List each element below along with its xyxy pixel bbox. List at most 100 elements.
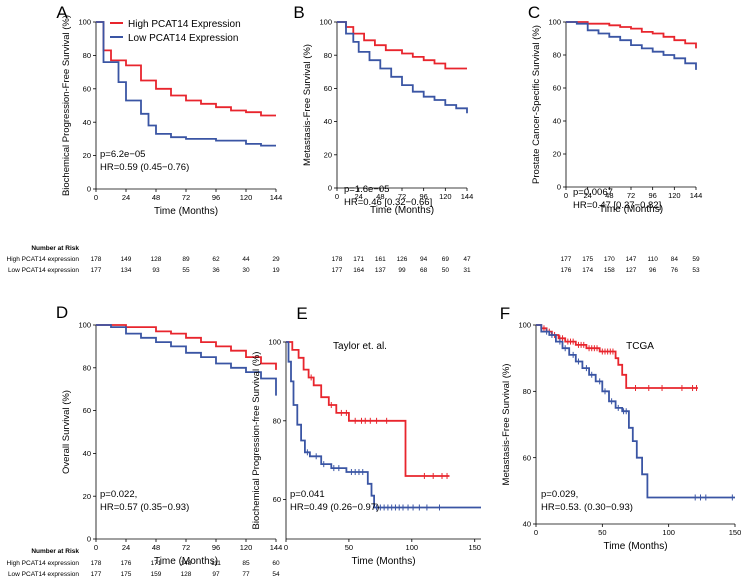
- chart-d-risk-value: 148: [181, 560, 192, 567]
- chart-b-stat-line: HR=0.46 [0.32−0.66]: [344, 197, 432, 208]
- chart-d-ytick-label: 0: [87, 535, 91, 544]
- chart-e-panel-letter: E: [296, 304, 307, 323]
- chart-f-y-axis-title: Metastasis-Free Survival (%): [501, 364, 512, 486]
- chart-e-series-high-line: [286, 341, 450, 477]
- chart-a-xtick-label: 120: [240, 193, 253, 202]
- chart-c-series-low-line: [566, 21, 697, 70]
- chart-a-xtick-label: 96: [212, 193, 220, 202]
- chart-f-title: TCGA: [626, 341, 654, 352]
- chart-a-risk-value: 177: [91, 267, 102, 274]
- chart-e-xtick-label: 50: [345, 543, 353, 552]
- chart-d-risk-value: 97: [212, 571, 220, 578]
- chart-f-xtick-label: 50: [598, 528, 606, 537]
- chart-f-ytick-label: 40: [523, 520, 531, 529]
- chart-b-risk-value: 94: [420, 256, 428, 263]
- chart-b-stat-line: p=1.6e−05: [344, 184, 389, 195]
- chart-f-ytick-label: 80: [523, 387, 531, 396]
- chart-e-stat-line: HR=0.49 (0.26−0.97): [290, 502, 379, 513]
- chart-a-risk-value: 178: [91, 256, 102, 263]
- chart-d-risk-value: 128: [181, 571, 192, 578]
- chart-a-risk-value: 30: [242, 267, 250, 274]
- chart-f-stat-line: p=0.029,: [541, 489, 578, 500]
- chart-a-xtick-label: 144: [270, 193, 283, 202]
- panel-d: D 0 20 40 60 80 100 0 24 48 72 96 120 144 Time (Months…: [7, 303, 283, 578]
- chart-d-xtick-label: 144: [270, 543, 283, 552]
- chart-b-series-high-line: [337, 21, 467, 70]
- chart-c-ytick-label: 20: [553, 150, 561, 159]
- chart-f-stat-line: HR=0.53. (0.30−0.93): [541, 502, 633, 513]
- chart-e-stat-line: p=0.041: [290, 489, 325, 500]
- chart-e-ytick-label: 60: [273, 495, 281, 504]
- panel-a: A 0 20 40 60 80 100 0 24 48 72 96 120 144 Time (Months…: [7, 3, 283, 274]
- chart-f-x-axis-title: Time (Months): [603, 541, 667, 552]
- chart-a-panel-letter: A: [56, 3, 68, 22]
- chart-c-risk-value: 147: [626, 256, 637, 263]
- chart-c-xtick-label: 96: [648, 191, 656, 200]
- chart-e-ytick-label: 100: [268, 338, 281, 347]
- chart-a-ytick-label: 60: [83, 84, 91, 93]
- chart-d-xtick-label: 48: [152, 543, 160, 552]
- chart-d-series-high-line: [96, 324, 277, 370]
- chart-c-risk-value: 177: [561, 256, 572, 263]
- chart-c-risk-value: 110: [647, 256, 658, 263]
- chart-c-risk-value: 96: [649, 267, 657, 274]
- chart-b-ytick-label: 80: [324, 51, 332, 60]
- chart-e-xtick-label: 100: [406, 543, 419, 552]
- chart-e-title: Taylor et. al.: [333, 341, 387, 352]
- chart-b-x-axis-title: Time (Months): [370, 205, 434, 216]
- chart-b-panel-letter: B: [293, 3, 304, 22]
- panel-e: E Taylor et. al. 60 80 100 0 50 100 150 Time (Mon…: [251, 304, 481, 567]
- chart-b-xtick-label: 48: [376, 192, 384, 201]
- chart-a-risk-row-label: Low PCAT14 expression: [8, 267, 79, 274]
- chart-f-ytick-label: 100: [518, 321, 531, 330]
- chart-e-y-axis-title: Biochemical Progression-free Survival (%…: [251, 352, 262, 530]
- legend-low-label: Low PCAT14 Expression: [128, 33, 238, 44]
- chart-b-risk-value: 99: [398, 267, 406, 274]
- chart-c-y-axis-title: Prostate Cancer-Specific Survival (%): [531, 25, 542, 184]
- chart-c-ytick-label: 0: [557, 183, 561, 192]
- chart-d-panel-letter: D: [56, 303, 68, 322]
- chart-a-y-axis-title: Biochemical Progression-Free Survival (%…: [61, 15, 72, 196]
- chart-e-ytick-label: 80: [273, 416, 281, 425]
- chart-d-risk-row-label: High PCAT14 expression: [7, 560, 80, 567]
- chart-e-xtick-label: 150: [468, 543, 481, 552]
- chart-c-risk-value: 170: [604, 256, 615, 263]
- chart-d-ytick-label: 40: [83, 449, 91, 458]
- chart-b-risk-value: 47: [463, 256, 471, 263]
- chart-f-xtick-label: 0: [534, 528, 538, 537]
- chart-a-risk-value: 89: [182, 256, 190, 263]
- panel-f: F TCGA 40 60 80 100 0 50 100 150 Time (Months) Meta…: [500, 304, 741, 552]
- panel-c: C 0 20 40 60 80 100 0 24 48 72 96 120 144 Time (Months…: [528, 3, 702, 274]
- chart-c-xtick-label: 120: [668, 191, 681, 200]
- chart-b-xtick-label: 120: [439, 192, 452, 201]
- chart-c-xtick-label: 144: [690, 191, 703, 200]
- chart-a-series-high-line: [96, 21, 276, 117]
- legend: High PCAT14 Expression Low PCAT14 Expres…: [110, 19, 241, 44]
- chart-f-panel-letter: F: [500, 304, 510, 323]
- chart-b-risk-value: 178: [332, 256, 343, 263]
- chart-e-series-low-line: [286, 341, 481, 509]
- chart-c-ytick-label: 80: [553, 51, 561, 60]
- chart-a-risk-value: 19: [272, 267, 280, 274]
- legend-high-label: High PCAT14 Expression: [128, 19, 241, 30]
- chart-a-xtick-label: 48: [152, 193, 160, 202]
- chart-d-risk-value: 85: [242, 560, 250, 567]
- chart-b-ytick-label: 100: [319, 18, 332, 27]
- chart-c-ytick-label: 60: [553, 84, 561, 93]
- chart-c-ytick-label: 100: [548, 18, 561, 27]
- chart-b-risk-value: 137: [375, 267, 386, 274]
- chart-a-ytick-label: 0: [87, 185, 91, 194]
- chart-c-risk-value: 53: [692, 267, 700, 274]
- chart-c-risk-value: 176: [561, 267, 572, 274]
- chart-a-risk-row-label: High PCAT14 expression: [7, 256, 80, 263]
- chart-c-risk-value: 84: [671, 256, 679, 263]
- chart-c-risk-value: 127: [626, 267, 637, 274]
- chart-a-risk-value: 36: [212, 267, 220, 274]
- chart-d-stat-line: HR=0.57 (0.35−0.93): [100, 502, 189, 513]
- chart-a-stat-line: p=6.2e−05: [100, 149, 145, 160]
- chart-d-ytick-label: 20: [83, 492, 91, 501]
- chart-b-risk-value: 126: [397, 256, 408, 263]
- chart-c-x-axis-title: Time (Months): [599, 204, 663, 215]
- chart-d-risk-value: 178: [91, 560, 102, 567]
